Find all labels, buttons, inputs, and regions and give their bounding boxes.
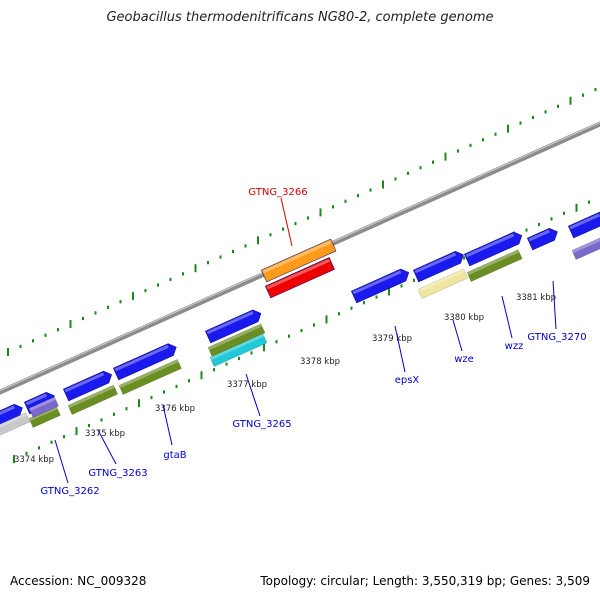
go-bar-shape <box>209 333 268 367</box>
gene-label: epsX <box>395 375 420 386</box>
gene-arrow-shape <box>413 251 464 283</box>
accession-label: Accession: NC_009328 <box>10 574 147 588</box>
gene-label: GTNG_3263 <box>88 468 147 479</box>
go-bar-olive-4 <box>207 323 266 357</box>
go-bar-shine <box>571 234 600 254</box>
gene-label: GTNG_3266 <box>248 187 307 198</box>
gene-label: gtaB <box>163 450 186 461</box>
gene-label-leader <box>162 404 173 446</box>
gene-arrow-shine <box>414 252 457 274</box>
go-bar-shine <box>0 412 28 431</box>
gene-label-leader <box>452 319 463 352</box>
scale-label: 3381 kbp <box>516 293 556 303</box>
go-bar-purple-1 <box>28 396 59 418</box>
gene-arrow-shape <box>351 268 410 304</box>
gene-arrow-shape <box>205 309 262 344</box>
go-bar-cyan <box>209 333 268 367</box>
gene-arrow-shape <box>527 228 558 251</box>
gene-arrow-shape <box>568 211 600 239</box>
gene-labels: GTNG_3262 GTNG_3263 gtaB GTNG_3265 GTNG_3266… <box>40 187 586 497</box>
scale-labels: 3374 kbp 3375 kbp 3376 kbp 3377 kbp 3378 kbp… <box>14 293 556 465</box>
gene-arrow-shine <box>206 311 254 335</box>
gene-epsx <box>351 268 410 304</box>
go-bar-shine <box>118 359 179 389</box>
gene-gtng-3263 <box>63 370 112 402</box>
gene-arrow-shine <box>465 233 515 258</box>
gene-gtng-3265 <box>205 309 262 344</box>
scale-label: 3380 kbp <box>444 313 484 323</box>
go-bar-shine <box>207 323 263 351</box>
gene-arrow-shine <box>569 213 600 230</box>
go-bar-olive-3 <box>118 359 182 395</box>
gene-gtng-3262 <box>0 404 23 427</box>
scale-label: 3375 kbp <box>85 429 125 439</box>
gene-gtng-3270 <box>527 228 558 251</box>
go-bar-purple-2 <box>571 233 600 260</box>
gene-wze <box>413 251 464 283</box>
gene-wzz <box>464 231 523 267</box>
gene-label: GTNG_3270 <box>527 332 586 343</box>
gene-gtab <box>113 343 177 381</box>
gene-label-leader <box>245 373 261 417</box>
go-bar-shape <box>0 412 31 437</box>
go-bar-olive-2 <box>67 384 119 415</box>
go-bar-shape <box>118 359 182 395</box>
genome-title: Geobacillus thermodenitrificans NG80-2, … <box>106 10 494 25</box>
gene-arrow-shine <box>0 405 15 418</box>
go-bar-shine <box>28 397 56 412</box>
go-bar-shape <box>466 249 523 282</box>
gene-arrow-shine <box>64 372 105 393</box>
gene-arrow-shine <box>262 240 332 274</box>
gene-label-leader <box>394 325 406 373</box>
scale-label: 3376 kbp <box>155 404 195 414</box>
go-bar-shine <box>209 333 265 361</box>
scale-label: 3378 kbp <box>300 357 340 367</box>
go-bar-olive-5 <box>466 249 523 282</box>
gene-arrow-shine <box>266 258 330 290</box>
gene-label-leader <box>97 429 117 465</box>
gene-arrow-shape <box>0 404 23 427</box>
scale-label: 3379 kbp <box>372 334 412 344</box>
gene-label: wze <box>454 354 474 365</box>
gene-label-leader <box>552 280 557 330</box>
gene-arrow-shine <box>114 344 169 372</box>
gene-label: GTNG_3262 <box>40 486 99 497</box>
go-bar-shape <box>28 396 59 418</box>
go-bar-shine <box>417 269 465 293</box>
go-bar-cream <box>417 268 469 299</box>
gene-gtng-3266-red <box>265 257 335 299</box>
gene-gtng-3271 <box>568 211 600 239</box>
go-bar-shape <box>67 384 119 415</box>
gene-arrow-shape <box>261 238 337 283</box>
go-bar-grey <box>0 412 31 437</box>
go-bar-shine <box>466 249 520 276</box>
gene-arrow-shine <box>25 393 47 406</box>
gene-label-leader <box>54 439 69 484</box>
gene-arrow-shape <box>464 231 523 267</box>
gene-arrow-shape <box>265 257 335 299</box>
gene-arrow-shine <box>352 270 402 295</box>
gene-arrow-shape <box>63 370 112 402</box>
scale-label: 3374 kbp <box>14 455 54 465</box>
gene-features <box>0 211 600 437</box>
go-bar-shine <box>28 406 58 422</box>
go-bar-shape <box>571 233 600 260</box>
gene-arrow-shine <box>528 229 550 242</box>
gene-label: wzz <box>505 341 524 352</box>
go-bar-shine <box>67 385 115 409</box>
gene-label-leader <box>280 197 293 247</box>
gene-label: GTNG_3265 <box>232 419 291 430</box>
scale-label: 3377 kbp <box>227 380 267 390</box>
topology-label: Topology: circular; Length: 3,550,319 bp… <box>260 574 590 588</box>
gene-label-leader <box>501 295 513 339</box>
go-bar-shape <box>417 268 469 299</box>
gene-gtng-3266-orange <box>261 238 337 283</box>
gene-arrow-shape <box>113 343 177 381</box>
